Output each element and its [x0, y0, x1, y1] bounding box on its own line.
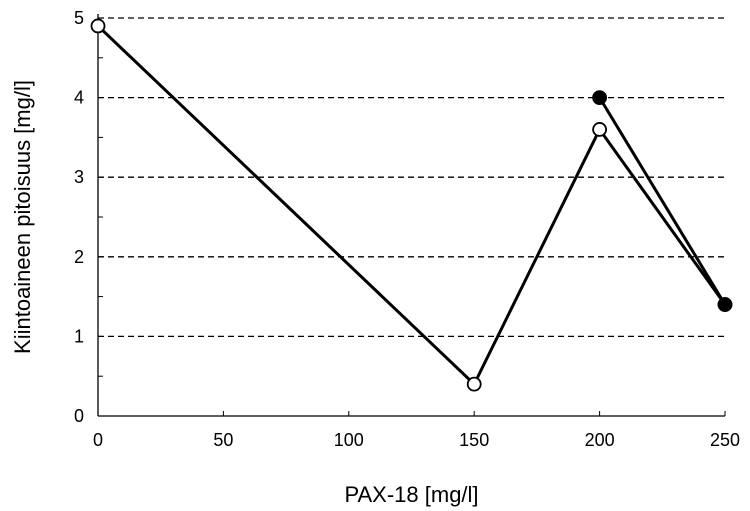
x-axis-label: PAX-18 [mg/l]: [344, 482, 478, 507]
y-tick-label: 4: [74, 88, 84, 108]
y-tick-label: 0: [74, 406, 84, 426]
x-tick-label: 150: [459, 430, 489, 450]
filled-circle-marker: [717, 297, 733, 312]
y-tick-label: 2: [74, 247, 84, 267]
y-tick-label: 1: [74, 326, 84, 346]
series-line-1: [96, 24, 727, 386]
open-circle-marker: [466, 376, 482, 392]
x-tick-label: 200: [585, 430, 615, 450]
y-tick-label: 3: [74, 167, 84, 187]
x-tick-label: 100: [334, 430, 364, 450]
axes: [97, 14, 726, 417]
open-circle-marker: [90, 18, 106, 34]
x-tick-label: 250: [710, 430, 740, 450]
filled-circle-marker: [592, 90, 607, 105]
y-tick-label: 5: [74, 8, 84, 28]
open-circle-marker: [592, 122, 607, 137]
series-line-2: [598, 96, 727, 306]
x-tick-label: 50: [213, 430, 233, 450]
gridlines: [98, 17, 725, 338]
y-axis-label: Kiintoaineen pitoisuus [mg/l]: [10, 80, 35, 354]
tick-labels: 0 50 100 150 200 250 0 1 2 3 4 5: [74, 8, 740, 450]
x-tick-label: 0: [93, 430, 103, 450]
series-layer: [90, 18, 733, 392]
